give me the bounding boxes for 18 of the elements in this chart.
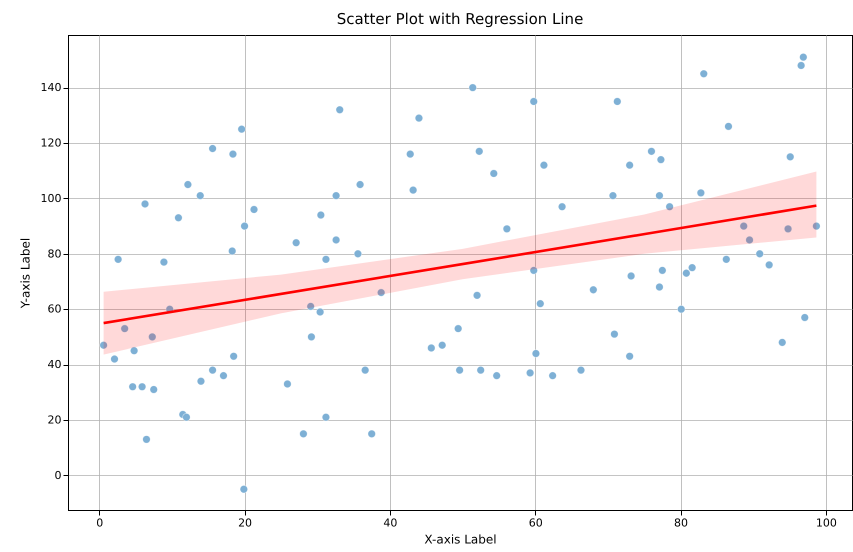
y-axis-title: Y-axis Label bbox=[18, 238, 33, 310]
y-tick-label: 0 bbox=[54, 468, 62, 482]
x-tick-label: 80 bbox=[674, 516, 688, 530]
y-tick-label: 80 bbox=[48, 247, 62, 260]
y-tick-label: 40 bbox=[48, 358, 62, 372]
y-tick-label: 100 bbox=[40, 192, 62, 205]
x-axis-title: X-axis Label bbox=[424, 532, 497, 546]
y-tick-label: 20 bbox=[48, 413, 62, 426]
y-tick-label: 120 bbox=[40, 136, 62, 150]
y-tick-label: 140 bbox=[40, 81, 62, 94]
x-tick-label: 0 bbox=[96, 516, 104, 530]
x-tick-label: 40 bbox=[383, 516, 398, 530]
x-tick-label: 100 bbox=[816, 516, 837, 530]
x-tick-label: 60 bbox=[528, 516, 543, 530]
x-tick-label: 20 bbox=[238, 516, 252, 530]
line-series bbox=[102, 204, 818, 324]
y-tick-label: 60 bbox=[48, 302, 62, 316]
chart-title: Scatter Plot with Regression Line bbox=[336, 10, 584, 28]
